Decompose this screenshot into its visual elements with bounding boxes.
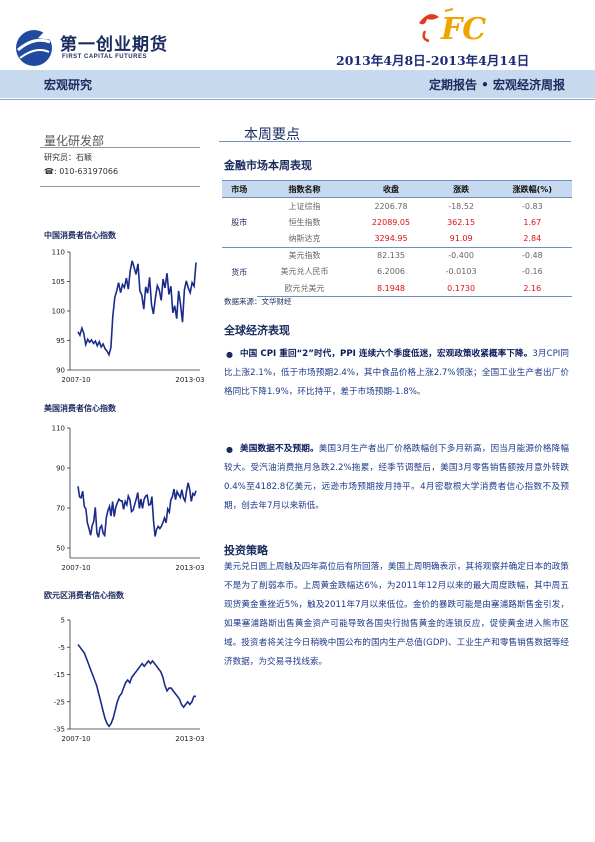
y-tick-label: 110 — [52, 425, 65, 433]
index-name-cell: 美元兑人民币 — [280, 267, 329, 277]
paragraph-china-cpi-lead: 中国 CPI 重回“2”时代，PPI 连续六个季度低迷，宏观政策收紧概率下降。 — [240, 349, 533, 359]
table-row: 股市 上证综指 2206.78 -18.52 -0.83 — [222, 198, 572, 227]
pct-cell: -0.83 — [521, 201, 543, 211]
x-tick-label: 2013-03 — [175, 376, 204, 384]
paragraph-china-cpi-body: 3月CPI同比上涨2.1%，低于市场预期2.4%，其中食品价格上涨2.7%领涨；… — [224, 349, 569, 397]
change-cell: 0.1730 — [429, 279, 493, 298]
change-cell: -0.0103 — [445, 267, 477, 277]
pct-cell: -0.48 — [492, 246, 572, 264]
change-cell: 362.15 — [447, 217, 476, 227]
pct-cell: 2.84 — [523, 233, 542, 243]
market-group-cell: 股市 — [231, 217, 248, 227]
pct-cell: 2.16 — [492, 279, 572, 298]
chart-title-china-confidence: 中国消费者信心指数 — [44, 231, 116, 240]
x-tick-label: 2007-10 — [61, 564, 90, 572]
report-section-label: 宏观研究 — [44, 78, 93, 92]
table-row: 恒生指数 22089.05 362.15 1.67 — [222, 214, 572, 230]
close-cell: 2206.78 — [374, 201, 408, 211]
bullet-dot-icon: ● — [226, 445, 233, 454]
index-name-cell: 恒生指数 — [288, 217, 321, 227]
pct-cell: -0.16 — [521, 267, 543, 277]
table-header-cell: 市场 — [222, 180, 257, 198]
x-tick-label: 2013-03 — [175, 564, 204, 572]
y-tick-label: -15 — [54, 671, 65, 679]
analyst-name: 研究员：石颖 — [44, 153, 92, 162]
y-tick-label: 105 — [52, 278, 65, 286]
paragraph-us-data: 美国数据不及预期。美国3月生产者出厂价格跌幅创下多月新高，因当月能源价格降幅较大… — [224, 440, 569, 516]
paragraph-us-data-lead: 美国数据不及预期。 — [240, 444, 319, 454]
summary-title: 本周要点 — [244, 127, 300, 143]
y-tick-label: 95 — [56, 337, 65, 345]
index-name-cell: 纳斯达克 — [288, 233, 321, 243]
pct-cell: 1.67 — [523, 217, 542, 227]
close-cell: 3294.95 — [374, 233, 408, 243]
market-group-cell: 货币 — [222, 246, 257, 297]
analyst-phone: ☎: 010-63197066 — [44, 167, 119, 176]
close-cell: 6.2006 — [377, 267, 405, 277]
y-tick-label: 90 — [56, 367, 65, 375]
y-tick-label: -5 — [58, 644, 65, 652]
report-type-label: 定期报告 • 宏观经济周报 — [428, 78, 565, 92]
summary-divider — [219, 141, 571, 142]
series-line — [77, 644, 196, 728]
fc-logo-text: FC — [440, 12, 486, 47]
paragraph-us-data-body: 美国3月生产者出厂价格跌幅创下多月新高，因当月能源价格降幅较大。受汽油消费拖月急… — [224, 444, 569, 511]
index-name-cell: 美元指数 — [256, 246, 353, 264]
y-tick-label: 70 — [56, 505, 65, 513]
paragraph-strategy: 美元兑日圆上周触及四年高位后有所回落，美国上周明确表示，其将观察并确定日本的政策… — [224, 562, 569, 667]
series-line — [77, 260, 197, 357]
table-header-cell: 涨跌 — [429, 180, 493, 198]
company-name-cn: 第一创业期货 — [60, 35, 168, 55]
global-section-heading: 全球经济表现 — [224, 324, 290, 337]
y-tick-label: -35 — [54, 726, 65, 734]
table-row: 纳斯达克 3294.95 91.09 2.84 — [222, 230, 572, 247]
x-tick-label: 2007-10 — [61, 376, 90, 384]
report-date-range: 2013年4月8日-2013年4月14日 — [336, 53, 530, 68]
table-header-cell: 指数名称 — [256, 180, 353, 198]
department-name: 量化研发部 — [44, 134, 105, 148]
header-divider — [0, 99, 595, 100]
y-tick-label: 90 — [56, 465, 65, 473]
line-chart-china-confidence: 90 95 100 105 110 2007-10 2013-03 — [52, 249, 205, 385]
y-tick-label: -25 — [54, 698, 65, 706]
line-chart-us-confidence: 50 70 90 110 2007-10 2013-03 — [52, 425, 205, 573]
y-tick-label: 5 — [61, 617, 65, 625]
bullet-dot-icon: ● — [226, 350, 233, 359]
x-tick-label: 2013-03 — [175, 735, 204, 743]
department-divider — [40, 147, 200, 148]
table-row: 货币 美元指数 82.135 -0.400 -0.48 — [222, 246, 572, 297]
market-section-heading: 金融市场本周表现 — [224, 159, 312, 172]
x-tick-label: 2007-10 — [61, 735, 90, 743]
header-banner — [0, 70, 595, 98]
y-tick-label: 100 — [52, 308, 65, 316]
change-cell: 91.09 — [449, 233, 473, 243]
paragraph-china-cpi: 中国 CPI 重回“2”时代，PPI 连续六个季度低迷，宏观政策收紧概率下降。3… — [224, 345, 569, 402]
close-cell: 8.1948 — [352, 279, 430, 298]
change-cell: -18.52 — [448, 201, 474, 211]
index-name-cell: 上证综指 — [288, 201, 321, 211]
table-header-cell: 收盘 — [352, 180, 430, 198]
strategy-section-heading: 投资策略 — [224, 544, 268, 557]
company-globe-logo-icon — [16, 30, 52, 66]
close-cell: 22089.05 — [371, 217, 411, 227]
y-tick-label: 110 — [52, 249, 65, 257]
company-name-en: FIRST CAPITAL FUTURES — [62, 54, 147, 60]
y-tick-label: 50 — [56, 545, 65, 553]
series-line — [77, 482, 197, 538]
table-row: 欧元兑美元 8.1948 0.1730 2.16 — [222, 279, 572, 298]
table-source-note: 数据来源：文华财经 — [224, 297, 292, 306]
sidebar-divider — [40, 186, 200, 187]
change-cell: -0.400 — [429, 246, 493, 264]
chart-title-us-confidence: 美国消费者信心指数 — [44, 404, 116, 413]
table-header-cell: 涨跌幅(%) — [492, 180, 572, 198]
fc-dragon-logo-icon: FC — [419, 8, 486, 47]
table-row: 美元兑人民币 6.2006 -0.0103 -0.16 — [222, 264, 572, 280]
close-cell: 82.135 — [352, 246, 430, 264]
market-table: 市场 指数名称 收盘 涨跌 涨跌幅(%) 股市 上证综指 2206.78 -18… — [222, 180, 572, 298]
chart-title-euro-confidence: 欧元区消费者信心指数 — [44, 591, 124, 600]
table-header-row: 市场 指数名称 收盘 涨跌 涨跌幅(%) — [222, 180, 572, 198]
index-name-cell: 欧元兑美元 — [256, 279, 353, 298]
